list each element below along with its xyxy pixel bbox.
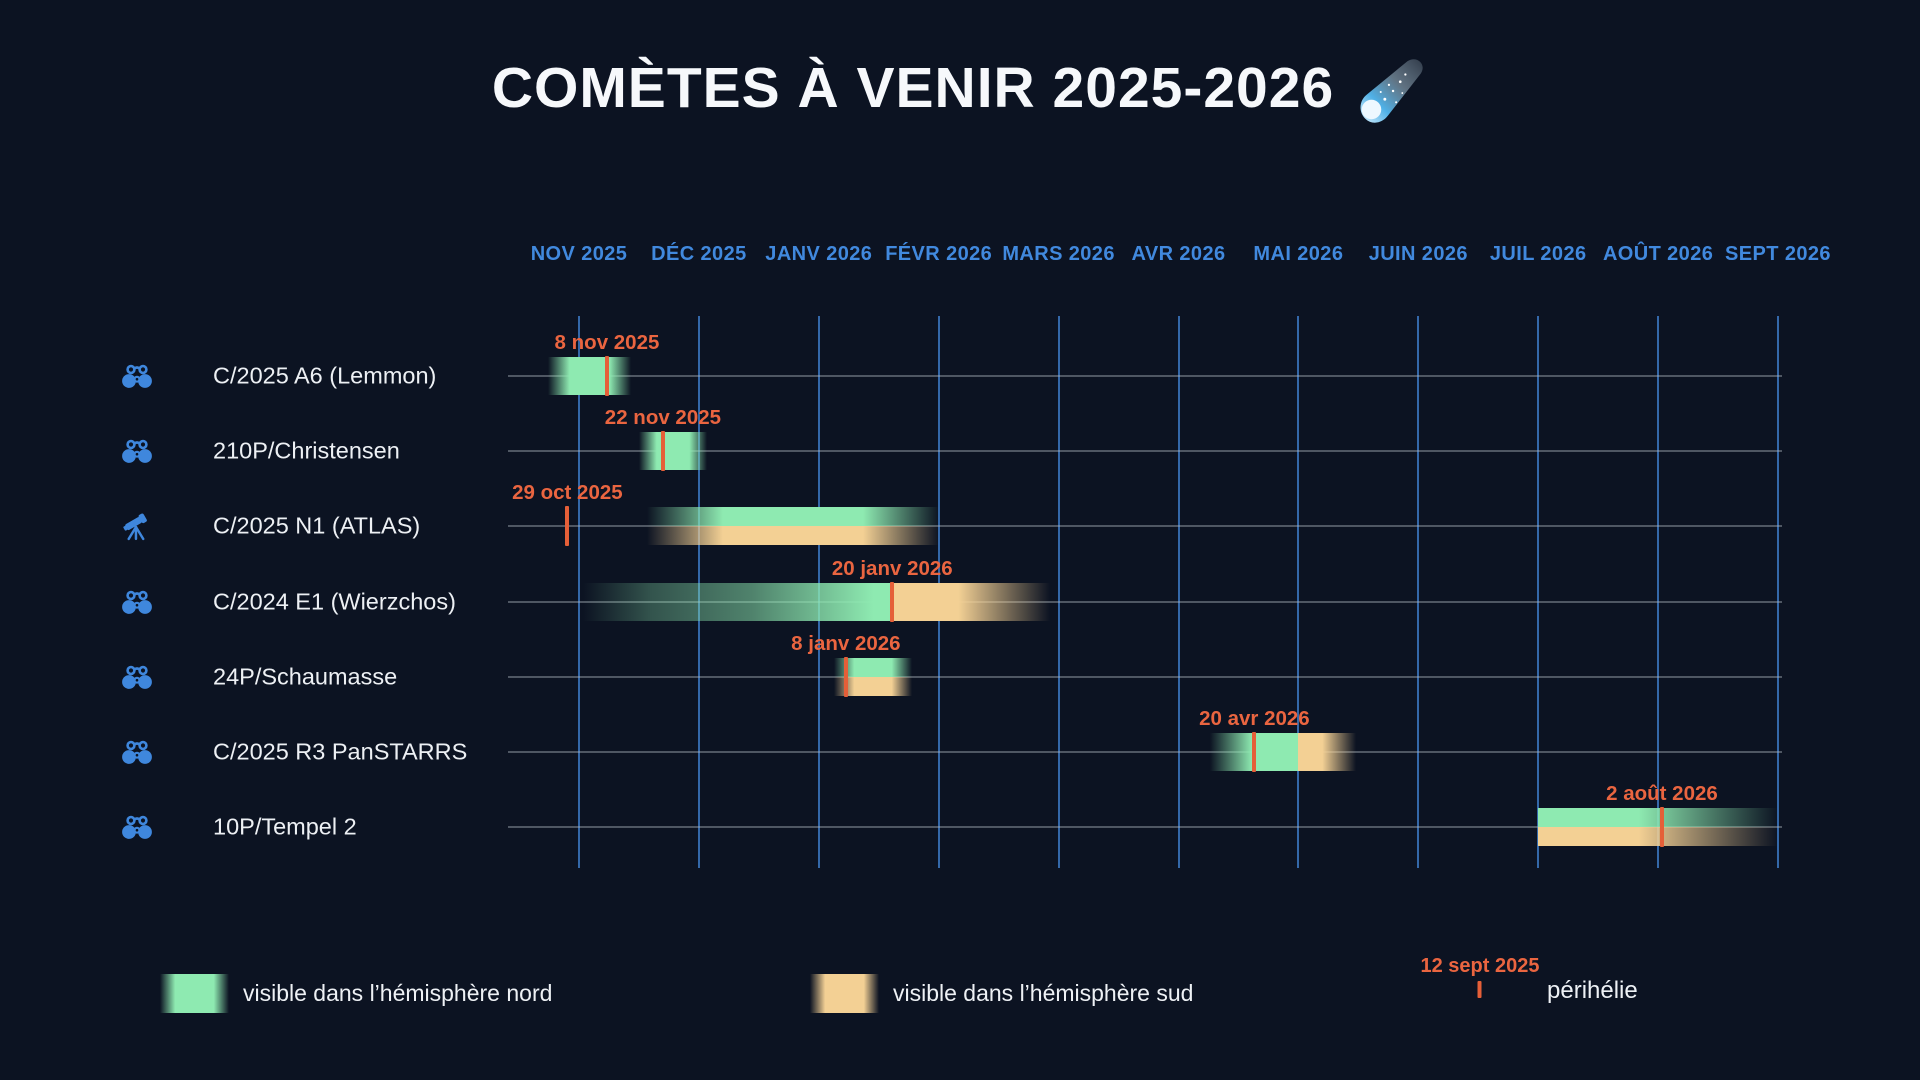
binoculars-icon — [121, 663, 154, 691]
perihelion-tick — [1252, 732, 1257, 772]
comet-icon — [1354, 54, 1428, 133]
visibility-bar-south — [1298, 733, 1357, 771]
perihelion-date-label: 8 nov 2025 — [554, 331, 660, 354]
perihelion-tick-swatch — [1477, 981, 1482, 998]
row-line — [508, 675, 1782, 678]
month-gridline — [1057, 316, 1060, 868]
row-line — [508, 375, 1782, 377]
binoculars-icon — [121, 813, 154, 841]
month-gridline — [1777, 316, 1779, 868]
perihelion-example-date: 12 sept 2025 — [1420, 955, 1540, 977]
visibility-bar-north — [638, 432, 707, 471]
perihelion-date-label: 20 janv 2026 — [831, 556, 953, 580]
month-gridline — [578, 316, 580, 868]
visibility-bar-north — [582, 582, 893, 621]
legend-item-south: visible dans l’hémisphère sud — [810, 974, 1193, 1013]
telescope-icon — [122, 511, 153, 542]
binoculars-icon — [121, 588, 154, 616]
month-label: AVR 2026 — [1131, 243, 1226, 265]
legend-item-perihelion: 12 sept 2025 — [1420, 955, 1540, 998]
row-line — [508, 450, 1782, 453]
binoculars-icon — [121, 738, 154, 766]
comet-name: 10P/Tempel 2 — [213, 813, 357, 840]
perihelion-date-label: 8 janv 2026 — [791, 631, 901, 655]
row-line — [508, 751, 1782, 753]
legend-item-north: visible dans l’hémisphère nord — [160, 974, 552, 1013]
visibility-bar-north — [1538, 808, 1778, 828]
visibility-bar-south — [834, 676, 912, 696]
north-visibility-swatch — [160, 974, 229, 1013]
page-title: COMÈTES À VENIR 2025-2026 — [491, 55, 1335, 120]
comet-name: C/2025 N1 (ATLAS) — [213, 512, 421, 539]
comet-name: 24P/Schaumasse — [213, 663, 398, 690]
legend-label-south: visible dans l’hémisphère sud — [893, 980, 1194, 1006]
binoculars-icon — [121, 437, 154, 465]
visibility-bar-south — [646, 526, 939, 546]
month-label: DÉC 2025 — [651, 243, 747, 265]
perihelion-tick — [604, 356, 609, 396]
visibility-bar-south — [892, 582, 1051, 621]
south-visibility-swatch — [810, 974, 879, 1013]
month-label: MARS 2026 — [1002, 243, 1115, 265]
comet-name: C/2025 A6 (Lemmon) — [213, 362, 437, 389]
visibility-bar-north — [646, 507, 939, 527]
binoculars-icon — [121, 362, 154, 390]
month-gridline — [1417, 316, 1420, 868]
month-label: SEPT 2026 — [1725, 243, 1831, 265]
row-line — [508, 525, 1782, 528]
perihelion-date-label: 29 oct 2025 — [512, 481, 623, 505]
perihelion-tick — [660, 431, 665, 472]
visibility-bar-north — [548, 357, 631, 395]
month-gridline — [1177, 316, 1180, 868]
perihelion-tick — [1659, 807, 1664, 848]
month-label: JUIL 2026 — [1489, 243, 1587, 265]
comet-name: C/2024 E1 (Wierzchos) — [213, 588, 456, 615]
legend-label-north: visible dans l’hémisphère nord — [243, 980, 553, 1006]
perihelion-date-label: 2 août 2026 — [1606, 782, 1718, 806]
row-line — [508, 826, 1782, 829]
visibility-bar-north — [834, 657, 912, 677]
row-line — [508, 600, 1782, 603]
perihelion-tick — [843, 656, 848, 697]
month-label: AOÛT 2026 — [1602, 243, 1714, 265]
perihelion-tick — [565, 506, 570, 547]
month-label: MAI 2026 — [1253, 243, 1344, 265]
comet-name: C/2025 R3 PanSTARRS — [213, 738, 468, 765]
month-gridline — [1537, 316, 1540, 868]
legend-label-perihelion: périhélie — [1547, 977, 1638, 1004]
month-label: JUIN 2026 — [1368, 243, 1468, 265]
month-label: NOV 2025 — [530, 243, 628, 265]
month-label: FÉVR 2026 — [885, 243, 993, 265]
month-label: JANV 2026 — [765, 243, 873, 265]
title-bar: COMÈTES À VENIR 2025-2026 — [0, 48, 1920, 127]
month-gridline — [1297, 316, 1300, 868]
month-gridline — [1657, 316, 1660, 868]
perihelion-tick — [890, 581, 895, 622]
comet-name: 210P/Christensen — [213, 437, 400, 464]
perihelion-date-label: 22 nov 2025 — [604, 406, 722, 430]
visibility-bar-south — [1538, 827, 1778, 847]
perihelion-date-label: 20 avr 2026 — [1199, 707, 1310, 730]
